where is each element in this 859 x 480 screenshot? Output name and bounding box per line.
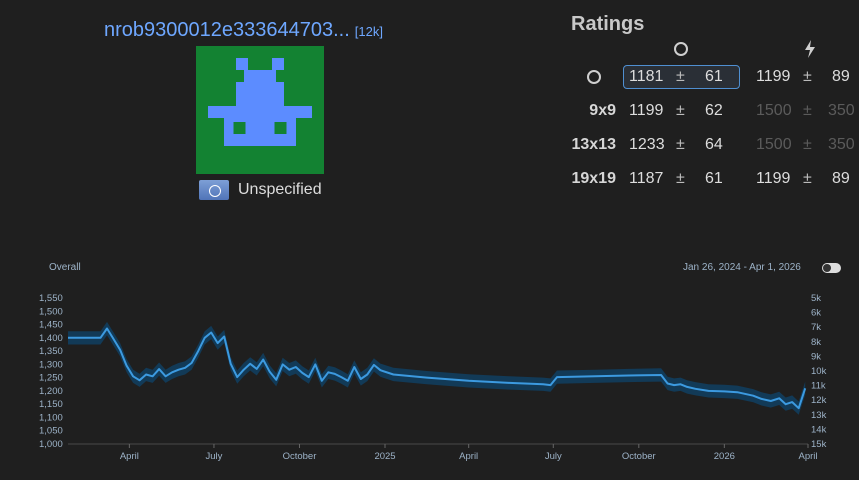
y-tick-label: 1,450: [39, 320, 63, 331]
y-tick-label: 1,550: [39, 293, 63, 304]
blitz-column-header: [803, 40, 819, 58]
plus-minus: ±: [676, 102, 685, 119]
avatar: [196, 46, 324, 174]
blitz-deviation: 350: [828, 136, 855, 153]
y-tick-label: 1,100: [39, 412, 63, 423]
ratings-row-overall[interactable]: 1181 ± 61 1199 ± 89: [565, 65, 859, 89]
rating-chart[interactable]: 1,550 1,500 1,450 1,400 1,350 1,300 1,250 1,200…: [0, 285, 859, 480]
country-name: Unspecified: [238, 181, 322, 198]
row-label: 13x13: [571, 136, 617, 153]
x-tick-label: April: [798, 451, 817, 462]
ratings-row-19x19[interactable]: 19x19 1187 ± 61 1199 ± 89: [565, 167, 859, 191]
rank-tick-label: 9k: [811, 351, 821, 362]
plus-minus: ±: [803, 170, 812, 187]
rank-tick-label: 11k: [811, 381, 826, 392]
rank-tick-label: 6k: [811, 308, 821, 319]
overall-rating: 1181: [629, 68, 664, 85]
un-flag-icon: [199, 180, 229, 200]
x-tick-label: October: [283, 451, 317, 462]
x-tick-label: April: [120, 451, 139, 462]
ratings-row-9x9[interactable]: 9x9 1199 ± 62 1500 ± 350: [565, 99, 859, 123]
y-tick-label: 1,300: [39, 359, 63, 370]
y-tick-label: 1,250: [39, 373, 63, 384]
ratings-title: Ratings: [571, 13, 645, 35]
rank-tick-label: 7k: [811, 322, 821, 333]
date-range: Jan 26, 2024 - Apr 1, 2026: [683, 262, 801, 273]
y-tick-label: 1,400: [39, 333, 63, 344]
blitz-deviation: 350: [828, 102, 855, 119]
y-tick-label: 1,150: [39, 399, 63, 410]
rank-axis-ticks: 5k 6k 7k 8k 9k 10k 11k 12k 13k 14k 15k: [811, 293, 827, 450]
y-axis-ticks: 1,550 1,500 1,450 1,400 1,350 1,300 1,250 1,200…: [39, 293, 63, 450]
x-tick-label: 2026: [714, 451, 735, 462]
rank-tick-label: 13k: [811, 410, 827, 421]
plus-minus: ±: [803, 68, 812, 85]
overall-rating: 1233: [629, 136, 665, 153]
deviation-band: [68, 321, 806, 415]
overall-deviation: 61: [705, 170, 723, 187]
rank-tick-label: 10k: [811, 366, 827, 377]
circle-icon: [674, 42, 688, 56]
y-tick-label: 1,200: [39, 386, 63, 397]
rank-tick-label: 8k: [811, 337, 821, 348]
circle-icon: [587, 70, 601, 84]
blitz-rating: 1500: [756, 102, 792, 119]
overall-column-header: [674, 40, 690, 58]
blitz-deviation: 89: [832, 170, 850, 187]
row-label: 9x9: [589, 102, 616, 119]
blitz-rating: 1199: [756, 68, 791, 85]
row-label: 19x19: [571, 170, 617, 187]
plus-minus: ±: [803, 102, 812, 119]
y-tick-label: 1,500: [39, 306, 63, 317]
overall-deviation: 64: [705, 136, 723, 153]
x-tick-label: October: [622, 451, 656, 462]
blitz-rating: 1500: [756, 136, 792, 153]
player-username[interactable]: nrob9300012e333644703...: [104, 19, 350, 41]
player-rank: [12k]: [354, 24, 383, 39]
rank-tick-label: 12k: [811, 395, 827, 406]
plus-minus: ±: [676, 68, 685, 85]
chart-toggle[interactable]: [822, 263, 841, 273]
x-tick-label: July: [545, 451, 562, 462]
chart-label: Overall: [49, 262, 81, 273]
rank-tick-label: 5k: [811, 293, 821, 304]
y-tick-label: 1,350: [39, 346, 63, 357]
plus-minus: ±: [676, 170, 685, 187]
blitz-deviation: 89: [832, 68, 850, 85]
ratings-row-13x13[interactable]: 13x13 1233 ± 64 1500 ± 350: [565, 133, 859, 157]
overall-rating: 1199: [629, 102, 664, 119]
x-tick-label: April: [459, 451, 478, 462]
rank-tick-label: 15k: [811, 439, 827, 450]
rank-tick-label: 14k: [811, 424, 827, 435]
rating-line: [68, 327, 807, 410]
y-tick-label: 1,050: [39, 426, 63, 437]
row-label-circle: [587, 70, 601, 84]
selected-rating-box[interactable]: [623, 65, 740, 89]
blitz-rating: 1199: [756, 170, 791, 187]
x-tick-label: 2025: [374, 451, 395, 462]
x-tick-label: July: [206, 451, 223, 462]
plus-minus: ±: [803, 136, 812, 153]
plus-minus: ±: [676, 136, 685, 153]
y-tick-label: 1,000: [39, 439, 63, 450]
player-name[interactable]: nrob9300012e333644703... [12k]: [104, 19, 383, 42]
overall-deviation: 61: [705, 68, 723, 85]
country: Unspecified: [199, 180, 322, 200]
overall-rating: 1187: [629, 170, 664, 187]
bolt-icon: [805, 40, 815, 58]
overall-deviation: 62: [705, 102, 723, 119]
x-axis-ticks: April July October 2025 April July October 2026…: [120, 444, 818, 462]
